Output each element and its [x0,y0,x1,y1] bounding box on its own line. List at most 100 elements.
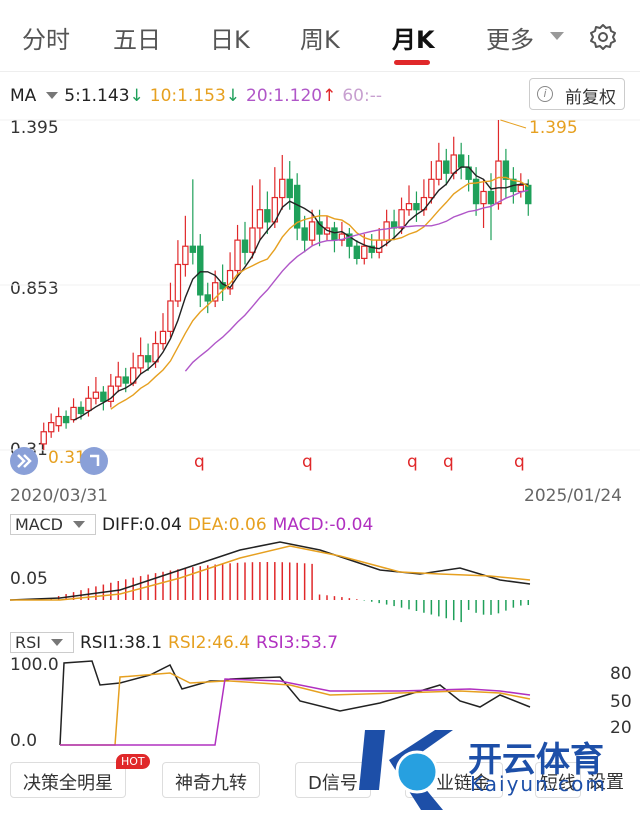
candle-body [256,209,264,229]
macd-value: MACD:-0.04 [272,515,374,535]
candle-body [450,154,457,174]
down-arrow-icon: ↓ [225,86,241,106]
candle-body [443,160,450,174]
candle-body [279,178,286,199]
q-marker[interactable]: q [443,452,454,472]
price-mid-label: 0.853 [10,279,59,299]
rsi2-value: RSI2:46.4 [168,633,251,653]
short-line-button[interactable]: 短线 [535,762,581,798]
rsi-level-20: 20 [610,718,632,738]
candle-body [316,221,323,235]
rsi-selector[interactable]: RSI [10,632,74,653]
tab-five-day[interactable]: 五日 [113,26,161,54]
ma5-value: 5:1.143 [64,86,130,106]
candle-body [525,184,532,205]
candle-body [361,245,368,259]
rsi1-value: RSI1:38.1 [80,633,163,653]
tab-more[interactable]: 更多 [486,26,534,54]
candle-body [502,160,510,180]
period-tabs: 分时 五日 日K 周K 月K 更多 [0,0,640,72]
max-price-annotation: 1.395 [529,118,578,138]
ma-indicator-row: MA 5:1.143↓ 10:1.153↓ 20:1.120↑ 60:-- [10,86,388,106]
candle-body [457,154,465,168]
macd-label: MACD [15,515,63,534]
candle-body [383,221,390,241]
candle-body [234,239,241,272]
candle-body [241,239,249,253]
ma20-value: 20:1.120 [246,86,323,106]
macd-chart[interactable] [0,540,640,628]
candle-body [375,239,383,253]
macd-axis-label: 0.05 [10,569,48,589]
candle-body [92,391,100,399]
candle-body [85,397,92,412]
candle-body [189,245,197,253]
watermark-subtext: Kaiyun.com [470,772,607,796]
candle-body [122,376,129,384]
candle-body [182,245,189,266]
candle-body [47,422,55,433]
rsi3-value: RSI3:53.7 [256,633,339,653]
tab-intraday[interactable]: 分时 [22,26,70,54]
up-arrow-icon: ↑ [322,86,337,106]
q-marker[interactable]: q [514,452,525,472]
q-marker[interactable]: q [407,452,418,472]
rsi3-line [60,678,531,746]
candle-body [77,406,85,415]
candle-body [55,415,62,427]
candle-body [301,227,308,241]
ma10-line [110,176,529,410]
ma10-value: 10:1.153 [149,86,226,106]
candle-body [286,178,293,199]
macd-diff-value: DIFF:0.04 [101,515,182,535]
candle-body [211,282,219,302]
gear-icon[interactable] [588,22,618,52]
candlestick-chart[interactable] [0,110,640,480]
decision-stars-button[interactable]: 决策全明星 [10,762,126,798]
candle-body [70,406,77,421]
rsi-chart[interactable] [0,655,640,747]
q-marker[interactable]: q [302,452,313,472]
d-signal-button[interactable]: D信号 [295,762,371,798]
candle-body [405,203,413,211]
adjust-price-button[interactable]: i 前复权 [529,78,625,110]
q-marker[interactable]: q [194,452,205,472]
candle-body [353,245,361,259]
chevron-down-icon[interactable] [550,32,564,40]
adjust-price-label: 前复权 [565,88,616,108]
magic-nine-button[interactable]: 神奇九转 [162,762,260,798]
min-price-annotation: 0.31 [48,448,86,468]
rsi-indicator-row: RSI RSI1:38.1 RSI2:46.4 RSI3:53.7 [10,632,344,653]
rsi-label: RSI [15,633,41,652]
candle-body [144,355,152,363]
scroll-right-handle[interactable] [78,446,110,476]
candle-body [62,415,70,424]
candle-body [137,355,144,369]
candle-body [174,263,182,302]
active-tab-underline [394,60,430,65]
macd-selector[interactable]: MACD [10,514,96,535]
candle-body [159,330,167,345]
macd-dea-value: DEA:0.06 [187,515,267,535]
ma-dropdown-icon[interactable] [46,92,59,99]
ma5-line [73,166,529,421]
ma20-line [184,189,529,372]
candle-body [368,245,375,253]
rsi-axis-top: 100.0 [10,655,59,675]
ma-label[interactable]: MA [10,86,37,106]
max-price-leader [500,119,527,129]
settings-button[interactable]: 设置 [584,762,628,798]
kaiyun-logo [359,730,453,810]
candle-body [107,385,115,402]
tab-daily-k[interactable]: 日K [210,26,250,54]
candle-body [204,294,211,302]
candle-body [495,160,502,205]
rsi-level-50: 50 [610,692,632,712]
ma60-value: 60:-- [342,86,382,106]
scroll-left-handle[interactable] [8,446,40,476]
price-high-label: 1.395 [10,118,59,138]
tab-weekly-k[interactable]: 周K [300,26,340,54]
tab-monthly-k[interactable]: 月K [392,26,435,54]
candle-body [167,300,174,332]
rsi-dropdown-icon [51,639,63,646]
